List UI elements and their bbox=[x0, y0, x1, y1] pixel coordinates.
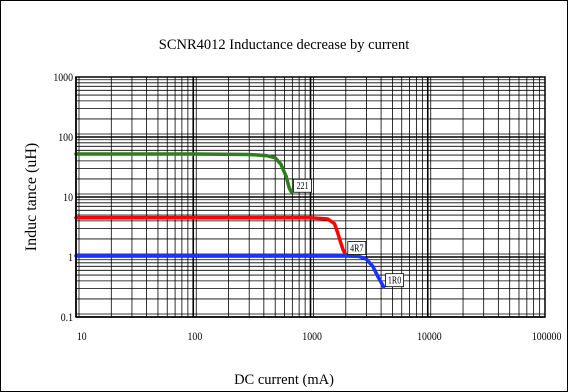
x-tick-label: 10000 bbox=[417, 330, 442, 343]
y-tick-label: 1 bbox=[68, 251, 73, 264]
y-tick-label: 100 bbox=[58, 131, 73, 144]
x-tick-label: 100000 bbox=[532, 330, 562, 343]
y-tick-label: 10 bbox=[63, 191, 73, 204]
series-line-221 bbox=[74, 152, 294, 194]
series-label-box bbox=[347, 241, 367, 255]
series-label-box bbox=[385, 273, 404, 288]
series-line-4r7 bbox=[74, 216, 348, 257]
x-axis-label: DC current (mA) bbox=[234, 372, 334, 388]
x-tick-label: 100 bbox=[188, 330, 203, 343]
series-label-box bbox=[293, 178, 313, 193]
plot-frame bbox=[75, 76, 546, 318]
chart-title: SCNR4012 Inductance decrease by current bbox=[159, 37, 409, 53]
series-line-1r0 bbox=[74, 253, 386, 289]
x-tick-label: 10 bbox=[77, 330, 87, 343]
x-tick-label: 1000 bbox=[302, 330, 322, 343]
series-label-1r0: 1R0 bbox=[388, 275, 402, 286]
series-label-4r7: 4R7 bbox=[350, 243, 364, 254]
y-tick-label: 0.1 bbox=[61, 311, 73, 324]
series-label-221: 221 bbox=[297, 180, 309, 191]
series-lines bbox=[74, 152, 386, 289]
y-axis-label: Induc tance (uH) bbox=[23, 143, 40, 251]
series-labels: 221 4R7 1R0 bbox=[293, 178, 404, 288]
tick-labels: 10 100 1000 10000 100000 0.1 1 10 100 1000 bbox=[53, 71, 562, 343]
y-tick-label: 1000 bbox=[53, 71, 73, 84]
